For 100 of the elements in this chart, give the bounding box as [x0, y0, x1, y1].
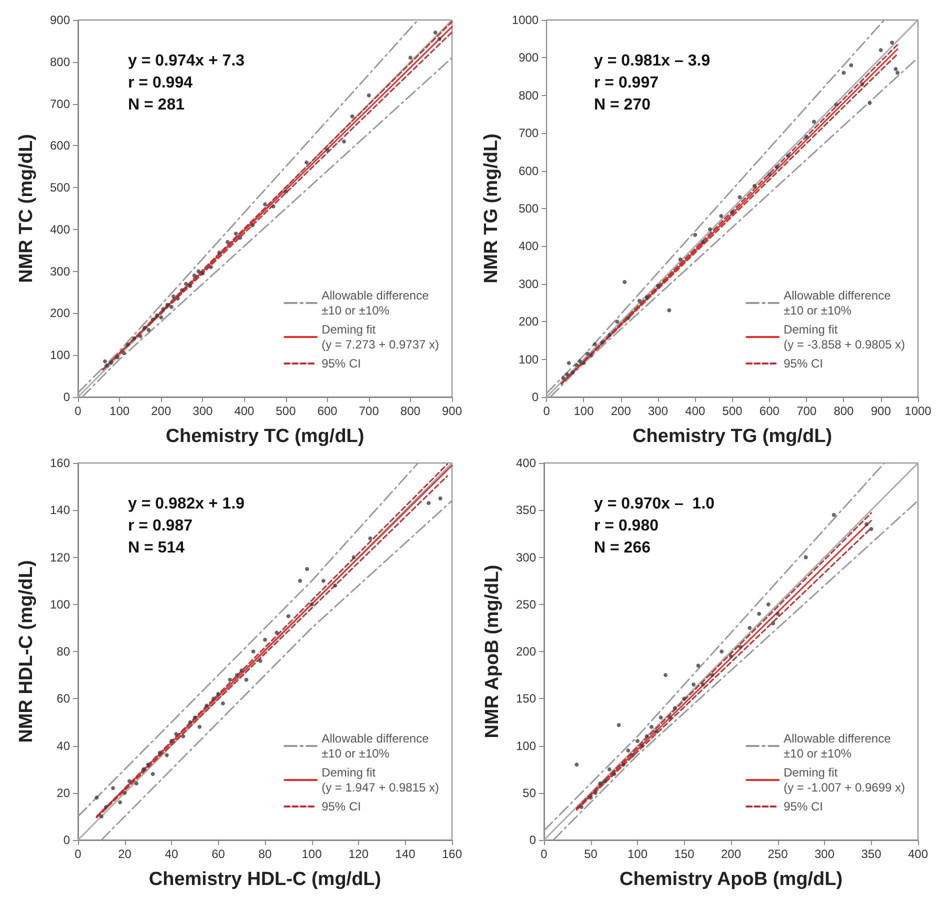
x-tick-label: 500 — [276, 404, 296, 418]
y-tick-label: 600 — [50, 138, 70, 153]
x-tick-label: 350 — [861, 847, 882, 861]
legend-label: Allowable difference ±10 or ±10% — [322, 288, 430, 318]
x-tick-label: 400 — [908, 847, 928, 861]
y-tick-label: 100 — [50, 597, 70, 612]
y-axis-title: NMR ApoB (mg/dL) — [482, 564, 503, 738]
annotation: r = 0.994 — [128, 74, 193, 92]
x-tick-label: 50 — [584, 847, 598, 861]
x-tick-label: 600 — [759, 404, 780, 418]
x-tick-label: 20 — [118, 847, 132, 861]
x-tick-label: 0 — [74, 847, 82, 861]
annotation: N = 266 — [594, 540, 651, 556]
y-tick-label: 40 — [56, 738, 70, 753]
annotation: r = 0.987 — [128, 518, 193, 534]
y-tick-label: 80 — [56, 644, 70, 658]
y-tick-label: 100 — [50, 348, 70, 362]
y-tick-label: 500 — [518, 202, 539, 216]
x-tick-label: 700 — [796, 404, 817, 418]
x-tick-label: 250 — [768, 847, 788, 861]
y-axis-title: NMR TG (mg/dL) — [481, 134, 502, 284]
x-tick-label: 1000 — [904, 404, 932, 418]
annotation: y = 0.974x + 7.3 — [128, 52, 245, 70]
legend-label: Deming fit (y = 7.273 + 0.9737 x) — [322, 322, 440, 352]
annotation: N = 281 — [128, 96, 185, 114]
x-tick-label: 100 — [110, 404, 130, 418]
x-tick-label: 100 — [574, 404, 594, 418]
legend-label: 95% CI — [322, 356, 361, 370]
y-tick-label: 250 — [516, 597, 536, 612]
y-tick-label: 700 — [518, 126, 539, 140]
y-tick-label: 0 — [532, 390, 539, 404]
legend-label: Allowable difference ±10 or ±10% — [784, 732, 892, 760]
x-tick-label: 0 — [74, 404, 82, 418]
x-tick-label: 300 — [192, 404, 213, 418]
x-tick-label: 800 — [834, 404, 854, 418]
legend-label: Allowable difference ±10 or ±10% — [784, 288, 892, 318]
y-tick-label: 120 — [50, 550, 70, 564]
legend-label: 95% CI — [322, 800, 361, 814]
y-tick-label: 200 — [516, 644, 536, 658]
y-tick-label: 800 — [518, 88, 539, 102]
y-tick-label: 300 — [516, 550, 536, 564]
y-tick-label: 600 — [518, 164, 539, 178]
y-tick-label: 400 — [518, 239, 539, 254]
x-tick-label: 700 — [358, 404, 380, 418]
y-tick-label: 1000 — [512, 13, 539, 27]
x-axis-title: Chemistry TG (mg/dL) — [632, 426, 832, 447]
legend-label: Allowable difference ±10 or ±10% — [322, 732, 430, 760]
x-tick-label: 900 — [442, 404, 462, 418]
y-tick-label: 500 — [50, 180, 70, 195]
x-tick-label: 400 — [685, 404, 706, 418]
x-tick-label: 0 — [543, 404, 550, 418]
x-axis-title: Chemistry ApoB (mg/dL) — [619, 869, 843, 890]
y-tick-label: 0 — [63, 390, 70, 404]
y-tick-label: 900 — [50, 13, 70, 27]
x-tick-label: 120 — [348, 847, 369, 861]
x-tick-label: 400 — [234, 404, 255, 418]
y-axis-title: NMR TC (mg/dL) — [16, 134, 37, 283]
legend-label: 95% CI — [784, 356, 823, 370]
annotation: r = 0.980 — [594, 518, 659, 534]
y-tick-label: 200 — [518, 314, 539, 329]
x-tick-label: 150 — [674, 847, 695, 861]
annotation: y = 0.981x – 3.9 — [594, 52, 710, 70]
y-tick-label: 400 — [50, 222, 70, 236]
x-tick-label: 800 — [400, 404, 421, 418]
y-tick-label: 200 — [50, 306, 70, 320]
y-tick-label: 20 — [56, 786, 70, 800]
y-tick-label: 300 — [50, 264, 70, 278]
annotation: r = 0.997 — [594, 74, 659, 92]
x-tick-label: 40 — [164, 847, 178, 861]
y-tick-label: 800 — [50, 54, 70, 69]
x-tick-label: 80 — [258, 847, 272, 861]
annotation: N = 514 — [128, 540, 185, 556]
x-tick-label: 100 — [302, 847, 322, 861]
x-tick-label: 900 — [870, 404, 892, 418]
y-tick-label: 160 — [50, 456, 70, 470]
legend-label: Deming fit (y = 1.947 + 0.9815 x) — [322, 766, 440, 794]
x-tick-label: 60 — [212, 847, 226, 861]
y-tick-label: 50 — [522, 786, 536, 800]
y-tick-label: 150 — [516, 692, 536, 706]
x-tick-label: 500 — [722, 404, 743, 418]
y-tick-label: 900 — [518, 50, 539, 65]
x-tick-label: 600 — [317, 404, 338, 418]
legend-label: Deming fit (y = -1.007 + 0.9699 x) — [784, 766, 906, 794]
x-axis-title: Chemistry TC (mg/dL) — [166, 426, 364, 447]
y-tick-label: 140 — [50, 503, 70, 518]
y-tick-label: 0 — [529, 833, 536, 847]
annotation: y = 0.970x – 1.0 — [594, 496, 715, 512]
x-tick-label: 300 — [648, 404, 668, 418]
y-tick-label: 100 — [516, 738, 536, 753]
legend-label: Deming fit (y = -3.858 + 0.9805 x) — [784, 322, 906, 352]
y-tick-label: 350 — [516, 503, 536, 518]
y-tick-label: 700 — [50, 96, 70, 111]
y-axis-title: NMR HDL-C (mg/dL) — [16, 560, 37, 743]
y-tick-label: 0 — [63, 833, 70, 847]
x-tick-label: 200 — [151, 404, 172, 418]
x-tick-label: 160 — [442, 847, 462, 861]
y-tick-label: 100 — [518, 352, 539, 366]
x-axis-title: Chemistry HDL-C (mg/dL) — [148, 869, 382, 890]
x-tick-label: 300 — [814, 847, 835, 861]
legend-label: 95% CI — [784, 800, 823, 814]
